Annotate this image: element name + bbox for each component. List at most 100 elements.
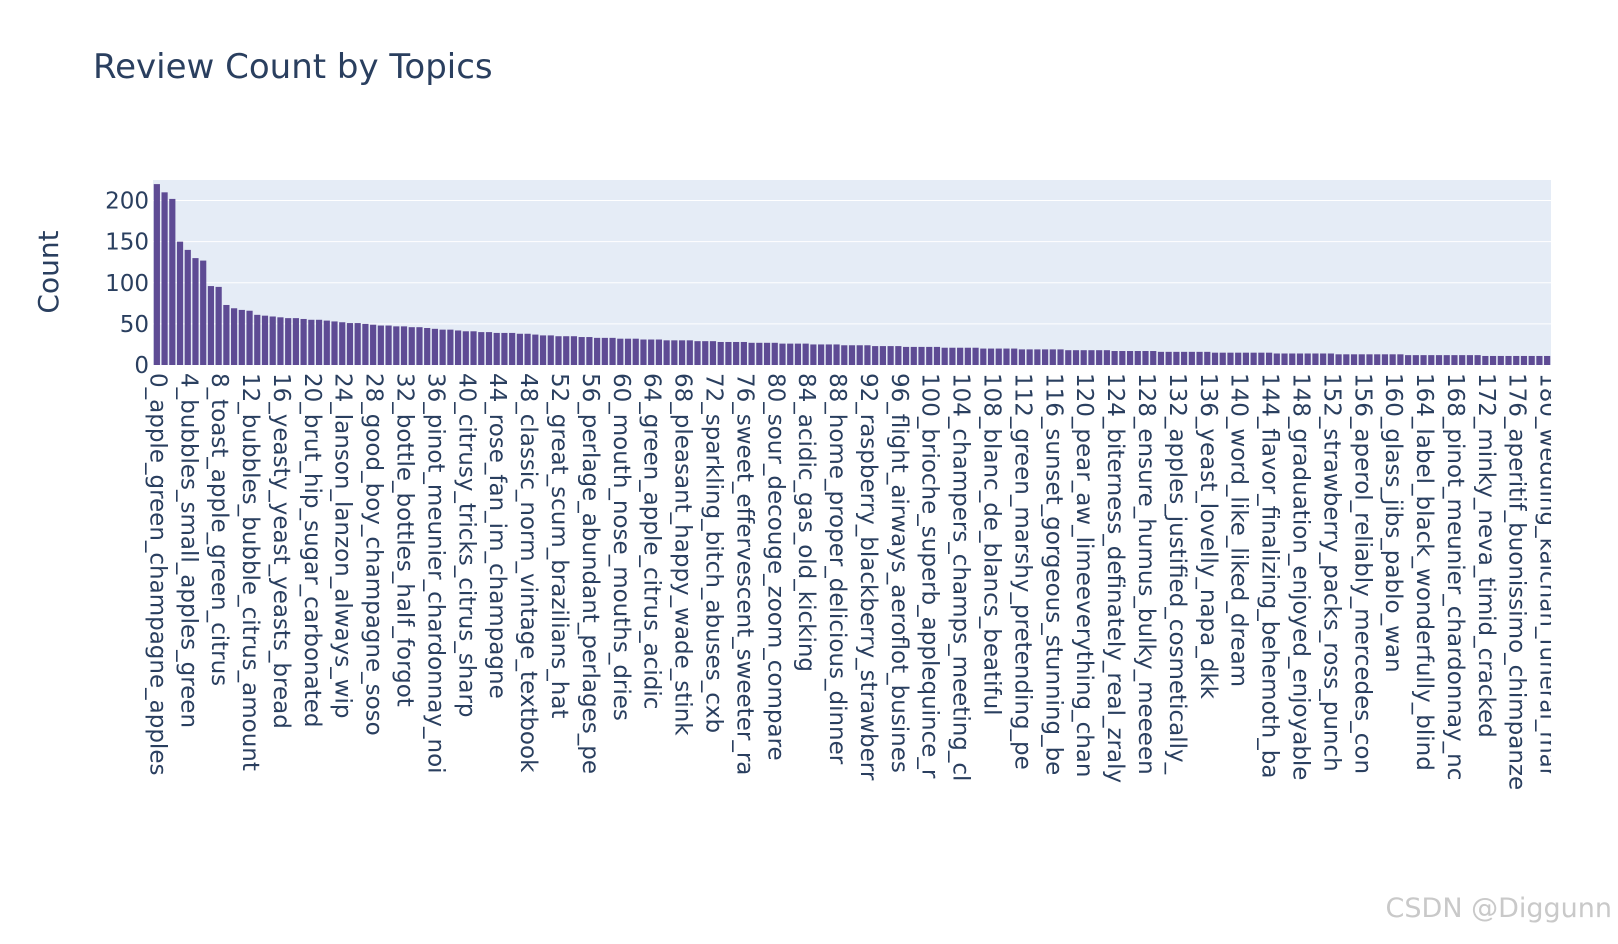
bar[interactable] (1536, 355, 1543, 365)
bar[interactable] (300, 318, 307, 365)
bar[interactable] (176, 241, 184, 365)
bar[interactable] (346, 323, 354, 365)
bar[interactable] (733, 341, 740, 365)
bar[interactable] (1374, 354, 1381, 365)
bar[interactable] (1435, 355, 1443, 365)
bar[interactable] (254, 314, 261, 365)
bar[interactable] (1018, 349, 1026, 365)
bar[interactable] (478, 332, 485, 365)
bar[interactable] (756, 342, 763, 365)
bar[interactable] (848, 345, 856, 365)
bar[interactable] (1474, 355, 1481, 365)
bar[interactable] (1412, 355, 1419, 365)
bar[interactable] (408, 327, 415, 365)
bar[interactable] (632, 338, 639, 365)
bar[interactable] (539, 335, 547, 365)
bar[interactable] (763, 342, 771, 365)
bar[interactable] (1042, 349, 1049, 365)
bar[interactable] (918, 346, 925, 365)
bar[interactable] (787, 343, 794, 365)
bar[interactable] (1088, 350, 1095, 365)
bar[interactable] (1173, 351, 1180, 365)
bar[interactable] (1157, 351, 1165, 365)
bar[interactable] (995, 348, 1002, 365)
bar[interactable] (161, 192, 168, 365)
bar[interactable] (184, 249, 191, 365)
bar[interactable] (1327, 353, 1334, 365)
bar[interactable] (285, 318, 292, 365)
bar[interactable] (277, 317, 284, 365)
bar[interactable] (740, 341, 747, 365)
bar[interactable] (1165, 351, 1172, 365)
bar[interactable] (1111, 351, 1118, 365)
bar[interactable] (1451, 355, 1458, 365)
bar[interactable] (439, 329, 446, 365)
bar[interactable] (331, 321, 338, 365)
bar[interactable] (617, 338, 624, 365)
bar[interactable] (1188, 351, 1195, 365)
bar[interactable] (987, 348, 995, 365)
bar[interactable] (802, 343, 809, 365)
bar[interactable] (447, 329, 454, 365)
bar[interactable] (1103, 350, 1110, 365)
bar[interactable] (377, 325, 384, 365)
bar[interactable] (516, 333, 523, 365)
bar[interactable] (1312, 353, 1319, 365)
bar[interactable] (949, 347, 956, 365)
bar[interactable] (825, 344, 832, 365)
bar[interactable] (1489, 355, 1497, 365)
bar[interactable] (1482, 355, 1489, 365)
bar[interactable] (462, 331, 469, 365)
bar[interactable] (424, 328, 431, 365)
bar[interactable] (941, 347, 948, 365)
bar[interactable] (655, 339, 662, 365)
bar[interactable] (1320, 353, 1327, 365)
bar[interactable] (470, 331, 477, 365)
bar[interactable] (1219, 352, 1226, 365)
bar[interactable] (902, 346, 910, 365)
bar[interactable] (416, 327, 423, 365)
bar[interactable] (524, 333, 531, 365)
bar[interactable] (895, 346, 902, 365)
bar[interactable] (1065, 350, 1072, 365)
bar[interactable] (1096, 350, 1103, 365)
bar[interactable] (169, 198, 176, 365)
bar[interactable] (215, 286, 222, 365)
bar[interactable] (261, 315, 269, 365)
bar[interactable] (1126, 351, 1134, 365)
bar[interactable] (910, 346, 917, 365)
bar[interactable] (818, 344, 825, 365)
bar[interactable] (393, 326, 400, 365)
bar[interactable] (856, 345, 863, 365)
bar[interactable] (1080, 350, 1087, 365)
bar[interactable] (362, 323, 369, 365)
bar[interactable] (1250, 352, 1257, 365)
bar[interactable] (601, 337, 608, 365)
bar[interactable] (1289, 353, 1296, 365)
bar[interactable] (153, 184, 160, 365)
bar[interactable] (1049, 349, 1056, 365)
bar[interactable] (1520, 355, 1528, 365)
bar[interactable] (1057, 349, 1064, 365)
bar[interactable] (1026, 349, 1033, 365)
bar[interactable] (1420, 355, 1427, 365)
bar[interactable] (1544, 355, 1551, 365)
bar[interactable] (269, 316, 276, 365)
bar[interactable] (1227, 352, 1234, 365)
bar[interactable] (570, 336, 578, 365)
bar[interactable] (964, 347, 971, 365)
bar[interactable] (1142, 351, 1149, 365)
bar[interactable] (315, 319, 323, 365)
bar[interactable] (1466, 355, 1473, 365)
bar[interactable] (648, 339, 655, 365)
bar[interactable] (1428, 355, 1435, 365)
bar[interactable] (1405, 355, 1412, 365)
bar[interactable] (1389, 354, 1396, 365)
bar[interactable] (1513, 355, 1520, 365)
bar[interactable] (192, 258, 199, 365)
bar[interactable] (231, 308, 238, 365)
bar[interactable] (431, 328, 439, 365)
bar[interactable] (1181, 351, 1188, 365)
bar[interactable] (833, 344, 840, 365)
bar[interactable] (887, 346, 894, 365)
